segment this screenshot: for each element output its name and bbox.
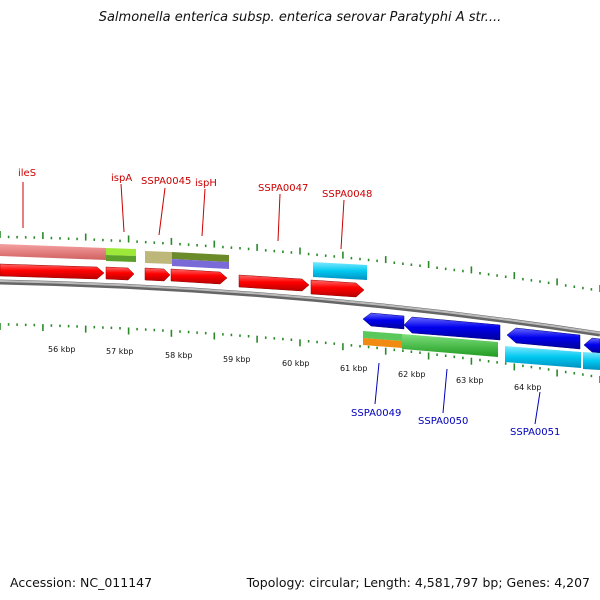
backbone-outline bbox=[0, 279, 600, 337]
feature-SSPA0049-category[interactable] bbox=[363, 331, 402, 341]
scale-label-57kbp: 57 kbp bbox=[106, 347, 134, 356]
forward-tick-marks bbox=[0, 231, 600, 292]
feature-SSPA0048-category[interactable] bbox=[313, 262, 367, 280]
gene-SSPA0047[interactable] bbox=[238, 274, 310, 292]
gene-SSPA0048[interactable] bbox=[310, 279, 365, 298]
reverse-gene-arrows bbox=[362, 312, 600, 354]
label-SSPA0045[interactable]: SSPA0045 bbox=[141, 176, 191, 187]
scale-label-60kbp: 60 kbp bbox=[282, 359, 310, 368]
scale-label-58kbp: 58 kbp bbox=[165, 351, 193, 360]
feature-SSPA0049-category-2[interactable] bbox=[363, 338, 402, 348]
scale-label-59kbp: 59 kbp bbox=[223, 355, 251, 364]
scale-label-61kbp: 61 kbp bbox=[340, 364, 368, 373]
forward-label-leaders bbox=[22, 182, 345, 250]
gene-ispH[interactable] bbox=[170, 268, 228, 285]
forward-gene-arrows bbox=[0, 263, 365, 298]
gene-ileS[interactable] bbox=[0, 263, 105, 280]
gene-SSPA0050[interactable] bbox=[403, 316, 501, 341]
gene-SSPA0049[interactable] bbox=[362, 312, 405, 330]
feature-SSPA0051-category[interactable] bbox=[505, 346, 581, 368]
gene-next-partial[interactable] bbox=[583, 337, 600, 354]
feature-next-category-partial[interactable] bbox=[583, 352, 600, 370]
feature-ispH-category[interactable] bbox=[172, 252, 229, 262]
accession-text: Accession: NC_011147 bbox=[10, 575, 153, 590]
feature-ileS-category[interactable] bbox=[0, 244, 106, 260]
label-SSPA0048[interactable]: SSPA0048 bbox=[322, 189, 372, 200]
backbone bbox=[0, 280, 600, 334]
scale-label-64kbp: 64 kbp bbox=[514, 383, 542, 392]
label-SSPA0049[interactable]: SSPA0049 bbox=[351, 408, 401, 419]
feature-SSPA0045-category[interactable] bbox=[145, 251, 172, 264]
scale-label-62kbp: 62 kbp bbox=[398, 370, 426, 379]
feature-ispA-category[interactable] bbox=[106, 248, 136, 256]
feature-ispA-category-2[interactable] bbox=[106, 255, 136, 262]
gene-SSPA0051[interactable] bbox=[506, 327, 581, 350]
label-ispH[interactable]: ispH bbox=[195, 178, 217, 189]
feature-SSPA0050-category[interactable] bbox=[402, 334, 498, 357]
feature-ispH-category-2[interactable] bbox=[172, 259, 229, 269]
reverse-feature-row bbox=[363, 331, 600, 370]
label-ispA[interactable]: ispA bbox=[111, 173, 132, 184]
scale-label-56kbp: 56 kbp bbox=[48, 345, 76, 354]
scale-label-63kbp: 63 kbp bbox=[456, 376, 484, 385]
map-title: Salmonella enterica subsp. enterica sero… bbox=[98, 10, 502, 25]
label-ileS[interactable]: ileS bbox=[18, 168, 36, 179]
label-SSPA0047[interactable]: SSPA0047 bbox=[258, 183, 308, 194]
genome-summary-text: Topology: circular; Length: 4,581,797 bp… bbox=[246, 575, 590, 590]
gene-ispA[interactable] bbox=[105, 266, 135, 281]
label-SSPA0050[interactable]: SSPA0050 bbox=[418, 416, 468, 427]
label-SSPA0051[interactable]: SSPA0051 bbox=[510, 427, 560, 438]
gene-SSPA0045[interactable] bbox=[144, 267, 171, 282]
reverse-tick-marks bbox=[0, 323, 600, 383]
reverse-label-leaders bbox=[374, 362, 541, 425]
forward-feature-row-1 bbox=[0, 244, 367, 280]
